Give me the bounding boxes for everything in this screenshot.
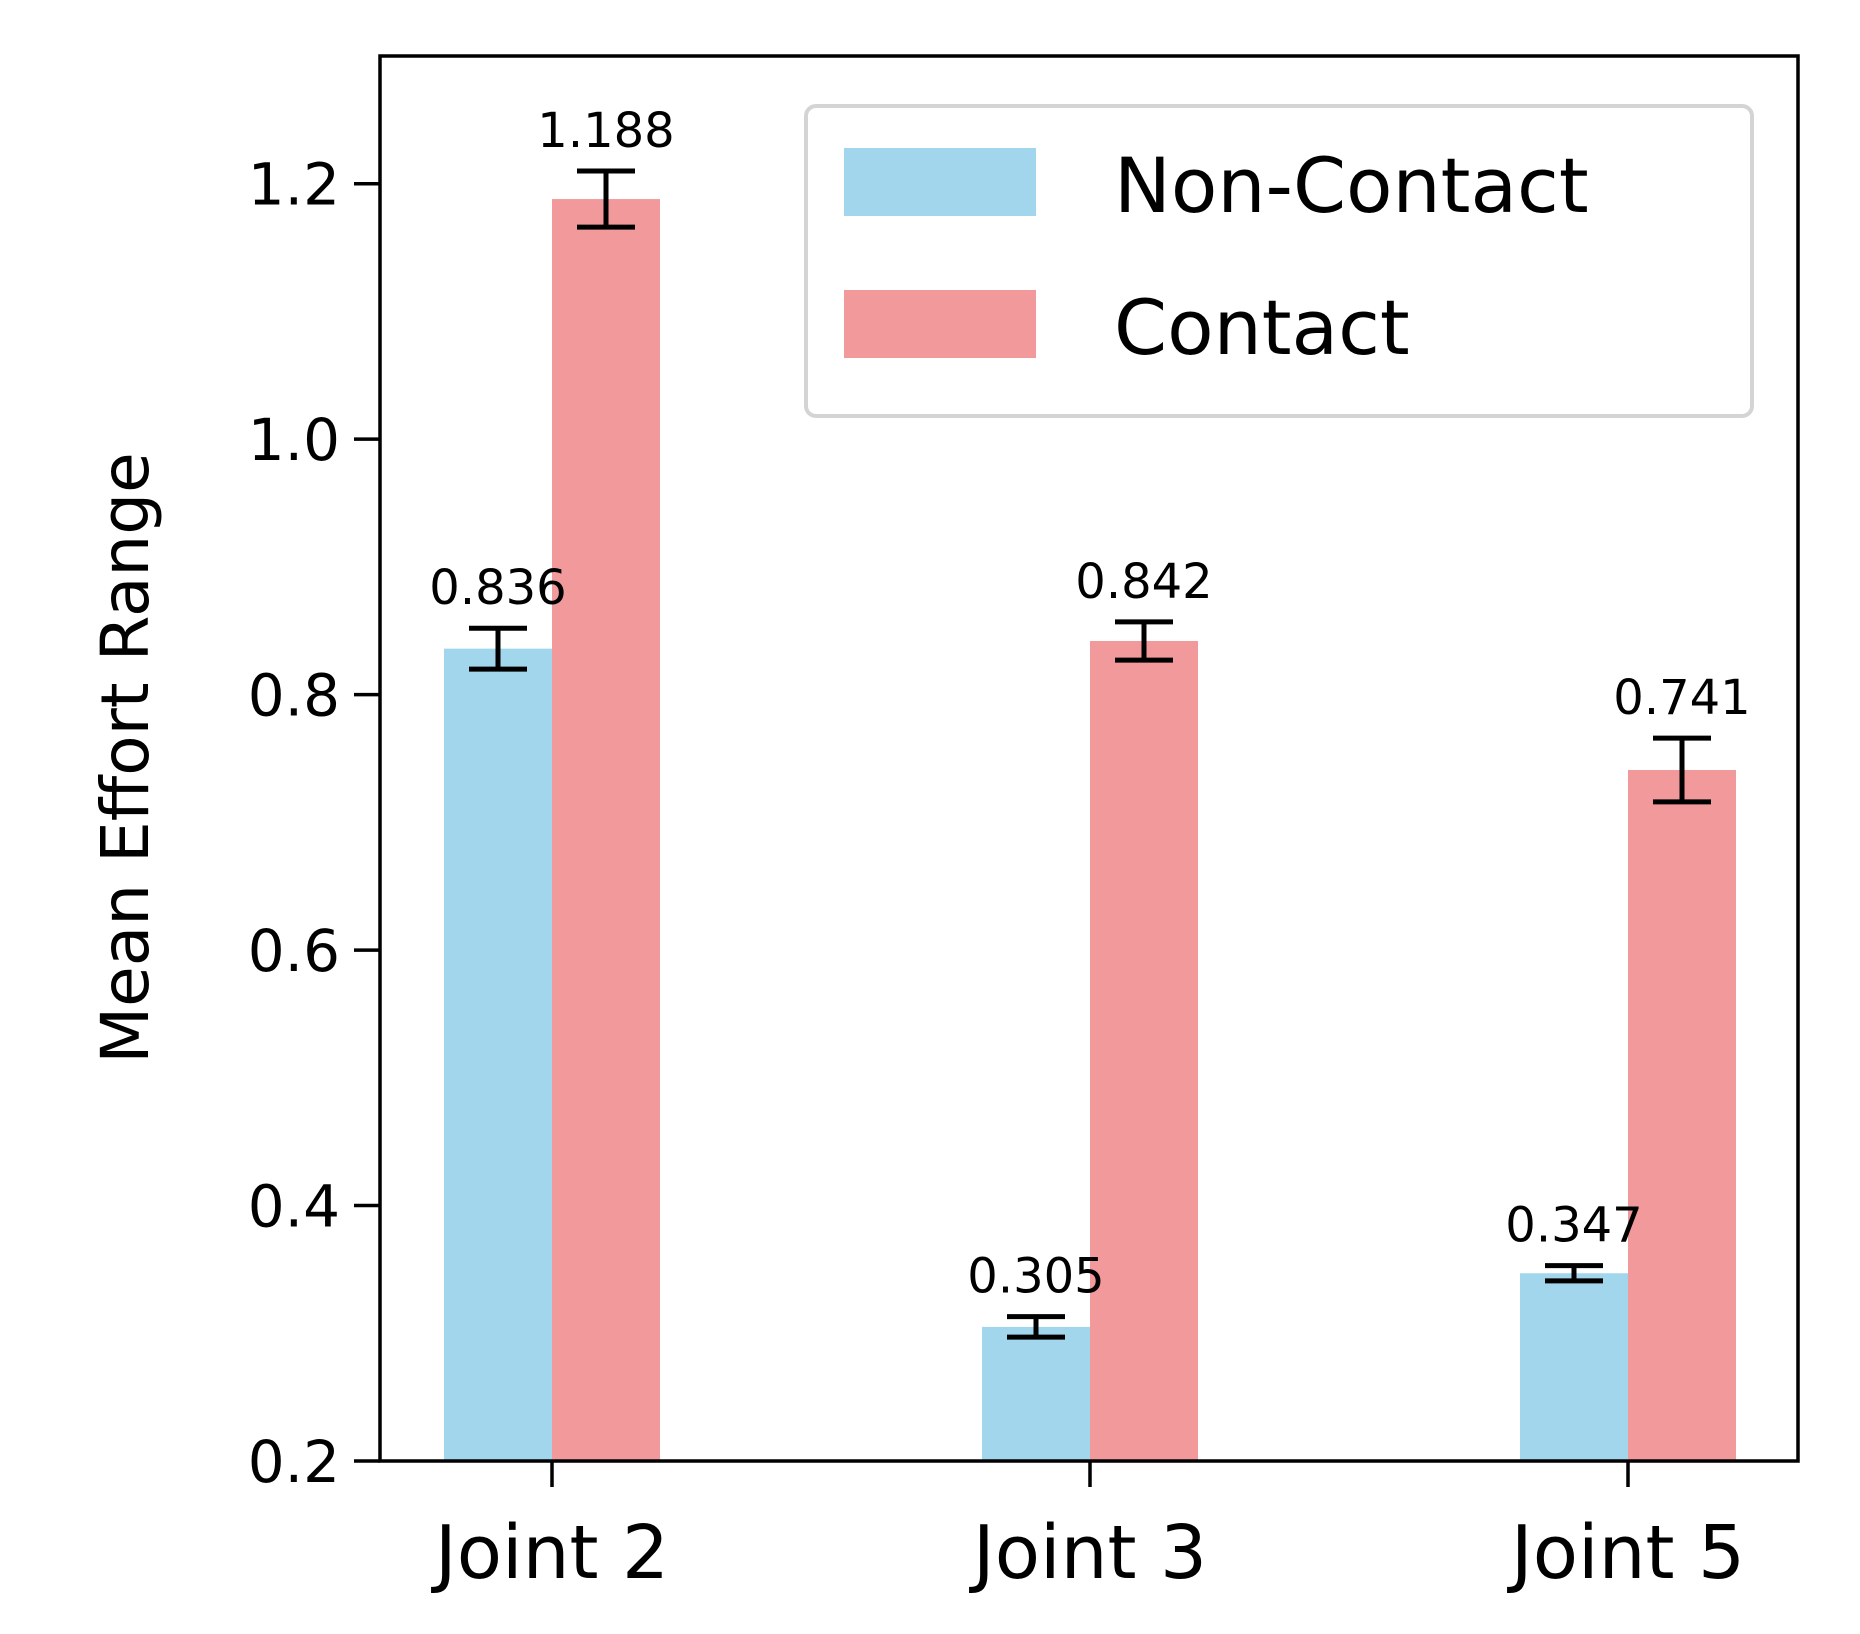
bar-contact-joint-5 xyxy=(1628,769,1736,1461)
x-tick-label: Joint 2 xyxy=(431,1510,669,1596)
bars-layer xyxy=(444,199,1736,1461)
value-label-contact-joint-3: 0.842 xyxy=(1075,554,1212,610)
y-tick-label: 1.0 xyxy=(248,406,340,474)
error-bar-non-contact-joint-2 xyxy=(469,625,527,672)
value-label-non-contact-joint-3: 0.305 xyxy=(967,1249,1104,1305)
legend-label-non-contact: Non-Contact xyxy=(1114,141,1589,230)
bar-contact-joint-2 xyxy=(552,199,660,1461)
legend-swatch-contact xyxy=(844,290,1036,358)
x-axis: Joint 2 Joint 3 Joint 5 xyxy=(431,1461,1745,1596)
error-bar-non-contact-joint-3 xyxy=(1007,1314,1065,1340)
x-tick-label: Joint 3 xyxy=(969,1510,1207,1596)
error-bar-contact-joint-2 xyxy=(577,168,635,230)
legend-swatch-non-contact xyxy=(844,148,1036,216)
error-bars-layer xyxy=(469,168,1711,1340)
bar-contact-joint-3 xyxy=(1090,640,1198,1461)
value-label-non-contact-joint-2: 0.836 xyxy=(429,560,566,616)
error-bar-contact-joint-3 xyxy=(1115,619,1173,663)
y-tick-label: 0.8 xyxy=(248,662,340,730)
y-tick-label: 0.6 xyxy=(248,917,340,985)
y-tick-label: 0.4 xyxy=(248,1173,340,1241)
error-bar-non-contact-joint-5 xyxy=(1545,1263,1603,1284)
y-axis: 0.2 0.4 0.6 0.8 1.0 1.2 xyxy=(248,151,380,1496)
y-tick-label: 0.2 xyxy=(248,1428,340,1496)
value-label-contact-joint-2: 1.188 xyxy=(537,103,674,159)
x-tick-label: Joint 5 xyxy=(1507,1510,1745,1596)
legend-label-contact: Contact xyxy=(1114,283,1410,372)
error-bar-contact-joint-5 xyxy=(1653,735,1711,805)
bar-non-contact-joint-5 xyxy=(1520,1273,1628,1461)
value-labels-layer: 0.836 0.305 0.347 1.188 0.842 0.741 xyxy=(429,103,1750,1305)
bar-non-contact-joint-3 xyxy=(982,1326,1090,1461)
y-tick-label: 1.2 xyxy=(248,151,340,219)
y-axis-title: Mean Effort Range xyxy=(87,452,164,1064)
value-label-non-contact-joint-5: 0.347 xyxy=(1505,1198,1642,1254)
value-label-contact-joint-5: 0.741 xyxy=(1613,670,1750,726)
legend: Non-Contact Contact xyxy=(804,104,1754,418)
bar-non-contact-joint-2 xyxy=(444,648,552,1461)
legend-frame xyxy=(804,104,1754,418)
